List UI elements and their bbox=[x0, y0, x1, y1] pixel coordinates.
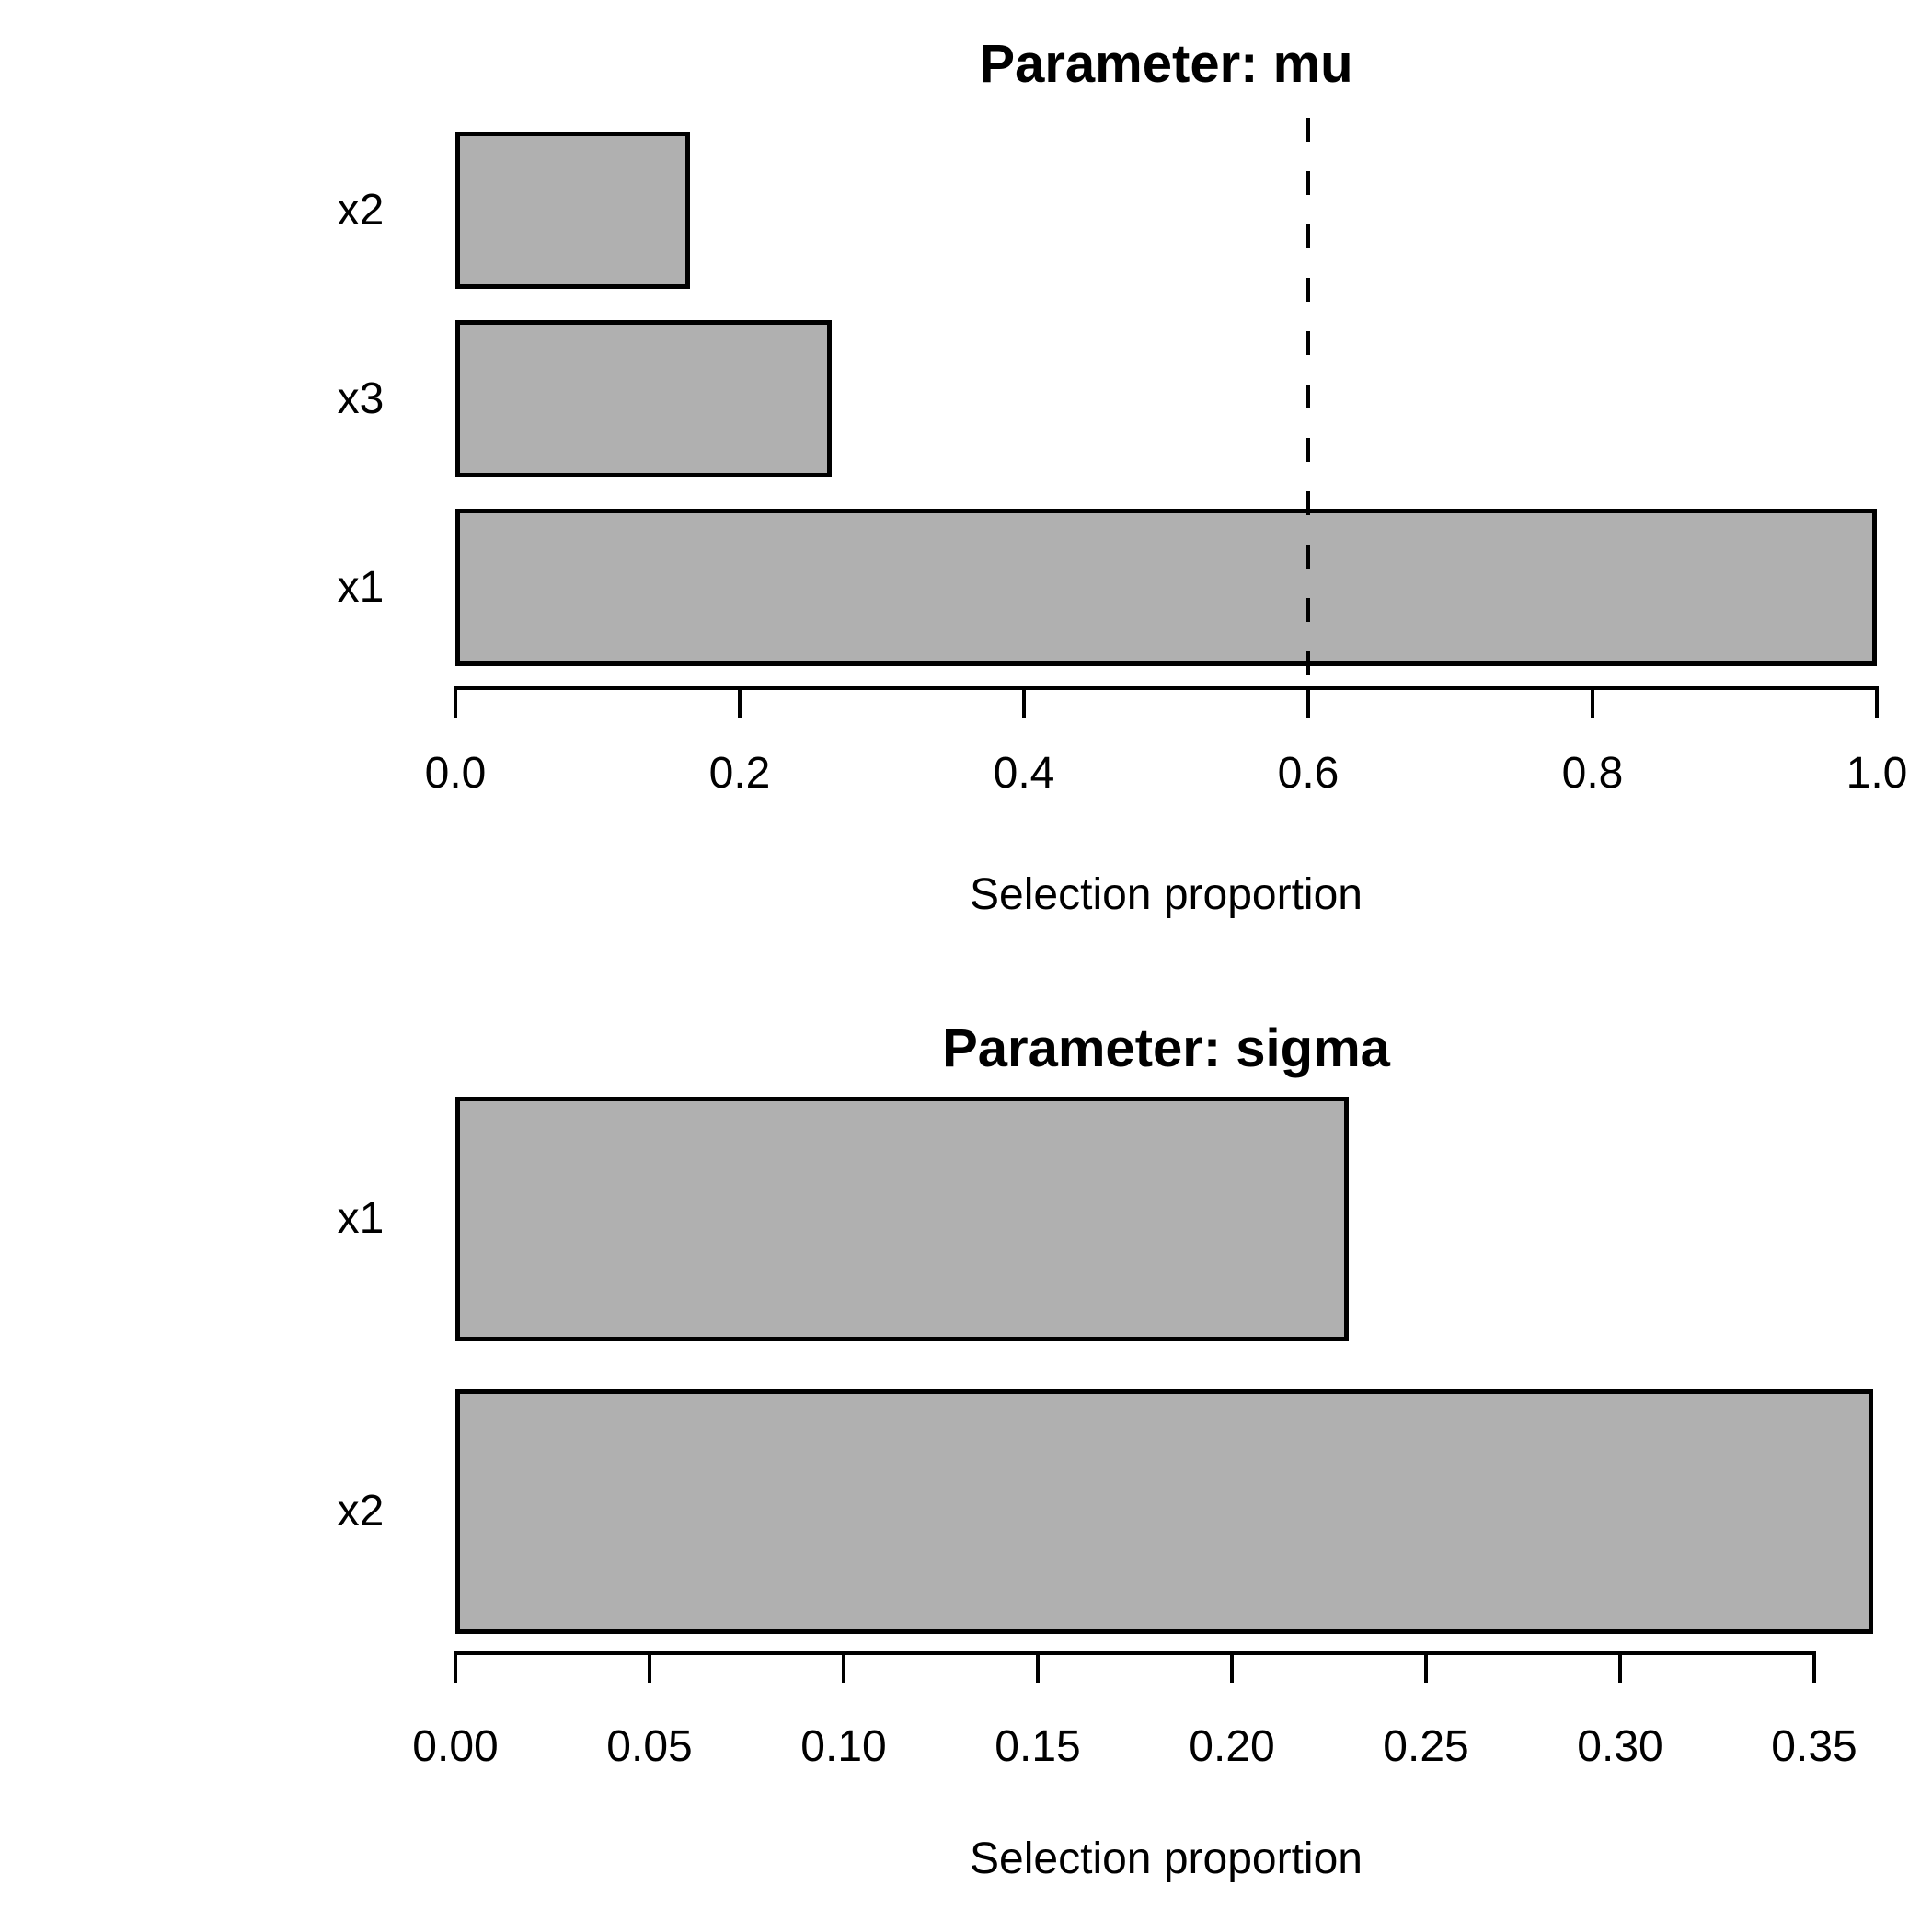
chart-mu-title: Parameter: mu bbox=[979, 34, 1353, 94]
x-axis-tick-label: 0.10 bbox=[800, 1722, 887, 1771]
x-axis-tick bbox=[738, 688, 742, 718]
x-axis-tick bbox=[1022, 688, 1026, 718]
x-axis-tick-label: 0.2 bbox=[708, 749, 771, 798]
x-axis-line bbox=[454, 686, 1879, 690]
x-axis-tick-label: 0.8 bbox=[1561, 749, 1624, 798]
x-axis-tick-label: 0.30 bbox=[1577, 1722, 1663, 1771]
bar-x1 bbox=[455, 1097, 1349, 1341]
bar-x2 bbox=[455, 132, 690, 289]
bar-x3 bbox=[455, 320, 832, 477]
chart-sigma-title: Parameter: sigma bbox=[942, 1018, 1390, 1078]
x-axis-tick bbox=[1618, 1653, 1622, 1683]
x-axis-tick-label: 0.25 bbox=[1383, 1722, 1469, 1771]
x-axis-tick bbox=[454, 688, 457, 718]
x-axis-tick-label: 0.6 bbox=[1277, 749, 1340, 798]
threshold-dashed-line bbox=[1306, 118, 1310, 716]
x-axis-tick-label: 0.15 bbox=[995, 1722, 1081, 1771]
x-axis-tick bbox=[1424, 1653, 1428, 1683]
bar-x2 bbox=[455, 1389, 1873, 1634]
x-axis-tick bbox=[842, 1653, 845, 1683]
x-axis-tick bbox=[1230, 1653, 1234, 1683]
category-label-x2: x2 bbox=[337, 1487, 385, 1535]
category-label-x2: x2 bbox=[337, 186, 385, 235]
category-label-x1: x1 bbox=[337, 1194, 385, 1243]
x-axis-tick-label: 0.20 bbox=[1189, 1722, 1275, 1771]
x-axis-tick bbox=[648, 1653, 651, 1683]
x-axis-line bbox=[454, 1651, 1816, 1655]
bar-x1 bbox=[455, 509, 1877, 666]
x-axis-tick-label: 0.0 bbox=[424, 749, 487, 798]
x-axis-tick bbox=[1812, 1653, 1816, 1683]
chart-sigma-x-axis-label: Selection proportion bbox=[970, 1834, 1363, 1883]
x-axis-tick bbox=[454, 1653, 457, 1683]
chart-mu-x-axis-label: Selection proportion bbox=[970, 870, 1363, 919]
x-axis-tick bbox=[1036, 1653, 1040, 1683]
category-label-x3: x3 bbox=[337, 374, 385, 423]
x-axis-tick-label: 0.05 bbox=[606, 1722, 693, 1771]
x-axis-tick-label: 0.4 bbox=[993, 749, 1055, 798]
x-axis-tick bbox=[1591, 688, 1594, 718]
category-label-x1: x1 bbox=[337, 563, 385, 612]
x-axis-tick-label: 1.0 bbox=[1846, 749, 1908, 798]
x-axis-tick bbox=[1875, 688, 1879, 718]
x-axis-tick-label: 0.00 bbox=[412, 1722, 499, 1771]
x-axis-tick-label: 0.35 bbox=[1771, 1722, 1857, 1771]
